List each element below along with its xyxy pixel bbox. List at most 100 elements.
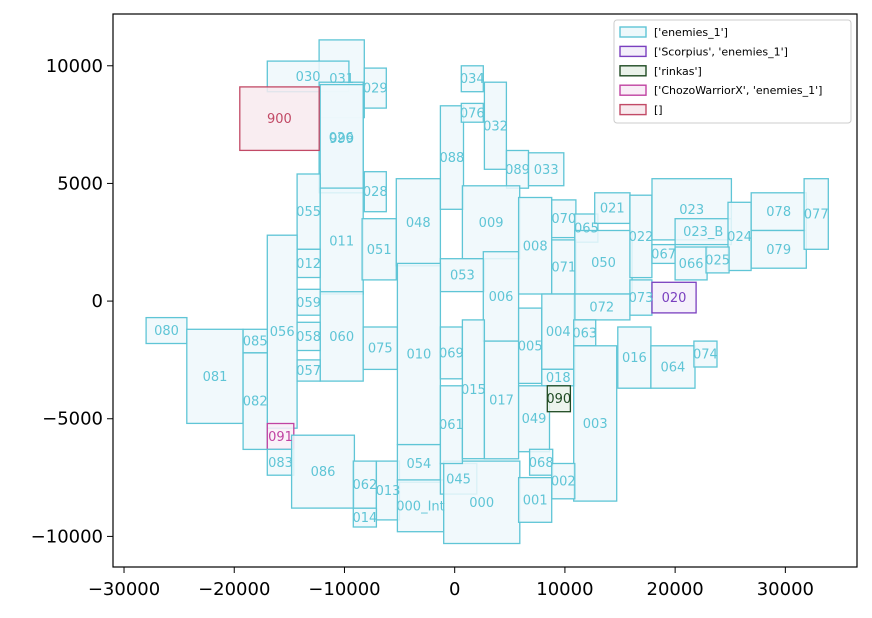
room-label-051: 051 bbox=[367, 243, 392, 258]
x-tick-label: 30000 bbox=[757, 579, 814, 600]
room-014 bbox=[352, 507, 378, 528]
room-003 bbox=[573, 345, 618, 502]
room-label-000: 000 bbox=[469, 496, 494, 511]
room-label-088: 088 bbox=[439, 151, 464, 166]
room-label-058: 058 bbox=[296, 330, 321, 345]
legend-label-chozo: ['ChozoWarriorX', 'enemies_1'] bbox=[654, 84, 822, 97]
room-label-072: 072 bbox=[589, 301, 614, 316]
room-label-050: 050 bbox=[591, 256, 616, 271]
room-label-005: 005 bbox=[518, 339, 543, 354]
y-tick-label: −10000 bbox=[31, 526, 103, 547]
room-label-999: 999 bbox=[329, 132, 354, 147]
room-label-066: 066 bbox=[679, 257, 704, 272]
room-060 bbox=[319, 291, 364, 382]
room-label-025: 025 bbox=[705, 253, 730, 268]
legend-swatch-chozo bbox=[619, 84, 647, 96]
room-label-029: 029 bbox=[363, 82, 388, 97]
room-078 bbox=[750, 192, 807, 232]
room-label-067: 067 bbox=[651, 248, 676, 263]
room-label-016: 016 bbox=[622, 351, 647, 366]
legend-label-enemies: ['enemies_1'] bbox=[654, 26, 728, 39]
room-066 bbox=[674, 246, 708, 281]
room-033 bbox=[527, 152, 565, 187]
room-label-082: 082 bbox=[243, 395, 268, 410]
room-label-059: 059 bbox=[296, 296, 321, 311]
room-label-055: 055 bbox=[296, 205, 321, 220]
room-label-048: 048 bbox=[406, 216, 431, 231]
room-label-068: 068 bbox=[529, 456, 554, 471]
x-tick-label: −10000 bbox=[308, 579, 380, 600]
room-label-045: 045 bbox=[446, 472, 471, 487]
room-label-008: 008 bbox=[523, 239, 548, 254]
room-023-b bbox=[674, 218, 732, 246]
room-076 bbox=[460, 102, 484, 123]
room-025 bbox=[705, 246, 730, 274]
room-075 bbox=[362, 326, 399, 371]
room-074 bbox=[693, 340, 718, 368]
room-label-075: 075 bbox=[368, 342, 393, 357]
room-label-080: 080 bbox=[154, 324, 179, 339]
room-049 bbox=[517, 385, 551, 453]
room-label-061: 061 bbox=[439, 418, 464, 433]
room-label-064: 064 bbox=[660, 361, 685, 376]
room-071 bbox=[551, 239, 577, 295]
room-032 bbox=[483, 81, 508, 170]
room-048 bbox=[395, 178, 442, 267]
x-axis: −30000 −20000 −10000 0 10000 20000 30000 bbox=[88, 567, 814, 600]
room-label-070: 070 bbox=[551, 212, 576, 227]
room-021 bbox=[594, 192, 631, 225]
y-axis: −10000 −5000 0 5000 10000 bbox=[31, 56, 113, 547]
room-label-077: 077 bbox=[804, 208, 829, 223]
room-028 bbox=[363, 171, 387, 213]
room-label-012: 012 bbox=[296, 257, 321, 272]
room-label-086: 086 bbox=[311, 465, 336, 480]
room-058 bbox=[296, 321, 321, 352]
room-label-069: 069 bbox=[439, 346, 464, 361]
legend-swatch-scorpius bbox=[619, 45, 647, 58]
legend-box bbox=[613, 19, 852, 124]
room-034 bbox=[460, 65, 484, 93]
room-label-074: 074 bbox=[693, 348, 718, 363]
room-label-053: 053 bbox=[450, 269, 475, 284]
legend-label-rinkas: ['rinkas'] bbox=[654, 65, 702, 78]
room-label-078: 078 bbox=[766, 205, 791, 220]
room-label-002: 002 bbox=[551, 475, 576, 490]
room-label-076: 076 bbox=[460, 106, 485, 121]
x-tick-label: 0 bbox=[449, 579, 460, 600]
room-077 bbox=[803, 178, 829, 250]
room-068 bbox=[528, 448, 554, 476]
x-tick-label: −20000 bbox=[198, 579, 270, 600]
legend-swatch-rinkas bbox=[619, 65, 647, 77]
room-label-090: 090 bbox=[546, 392, 571, 407]
room-label-079: 079 bbox=[766, 243, 791, 258]
room-080 bbox=[145, 316, 188, 345]
legend-swatch-enemies bbox=[619, 26, 647, 38]
x-tick-label: −30000 bbox=[88, 579, 160, 600]
rooms-layer bbox=[145, 39, 829, 545]
room-label-083: 083 bbox=[268, 456, 293, 471]
room-004 bbox=[541, 293, 576, 370]
room-000-int bbox=[396, 479, 445, 533]
room-label-000-int: 000_Int bbox=[396, 499, 444, 514]
room-label-030: 030 bbox=[296, 70, 321, 85]
room-label-071: 071 bbox=[551, 261, 576, 276]
room-label-033: 033 bbox=[534, 163, 559, 178]
room-label-028: 028 bbox=[363, 185, 388, 200]
room-label-023-b: 023_B bbox=[683, 225, 723, 240]
y-tick-label: 5000 bbox=[57, 173, 103, 194]
y-tick-label: 10000 bbox=[46, 56, 103, 77]
room-900 bbox=[239, 86, 320, 152]
room-label-085: 085 bbox=[243, 335, 268, 350]
room-label-032: 032 bbox=[483, 119, 508, 134]
room-088 bbox=[439, 105, 465, 210]
legend-swatch-none bbox=[619, 103, 647, 116]
room-label-021: 021 bbox=[600, 202, 625, 217]
room-label-023: 023 bbox=[679, 203, 704, 218]
room-label-022: 022 bbox=[629, 230, 654, 245]
room-label-009: 009 bbox=[479, 216, 504, 231]
room-083 bbox=[266, 448, 295, 476]
room-label-015: 015 bbox=[461, 383, 486, 398]
room-label-017: 017 bbox=[489, 393, 514, 408]
